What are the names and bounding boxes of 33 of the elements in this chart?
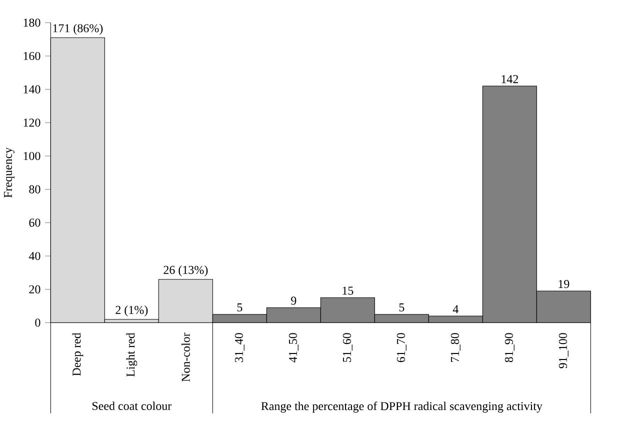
text: Range the percentage of DPPH radical scavenging activity (261, 402, 542, 413)
y-tick-label: 140 (24, 85, 40, 94)
data-label: 15 (342, 286, 354, 295)
y-tick-label: 20 (29, 285, 40, 294)
x-tick-label: Light red (126, 332, 138, 377)
data-label: 26 (13%) (164, 266, 208, 277)
data-label: 171 (86%) (53, 24, 103, 35)
data-label: 142 (502, 75, 518, 84)
x-tick-label: Non-color (181, 332, 190, 382)
x-tick-label: 31_40 (234, 333, 244, 362)
y-tick-label: 0 (35, 318, 40, 327)
x-tick-label: 91_100 (558, 333, 568, 368)
y-tick-label: 160 (24, 52, 40, 60)
data-label: 5 (237, 304, 242, 312)
x-tick-label: 61_70 (396, 333, 406, 362)
x-tick-label: 51_60 (342, 333, 352, 362)
x-tick-label: Deep red (72, 332, 84, 376)
data-label: 2 (1%) (116, 306, 148, 317)
y-axis-title: Frequency (4, 148, 14, 198)
y-tick-label: 60 (29, 218, 40, 227)
y-tick-label: 180 (24, 18, 40, 27)
y-tick-label: 40 (28, 252, 40, 260)
data-label: 9 (291, 296, 296, 305)
data-label: 4 (452, 305, 458, 314)
data-label: 19 (558, 280, 570, 288)
y-tick-label: 100 (24, 152, 40, 160)
data-label: 5 (399, 304, 404, 312)
x-tick-label: 81_90 (504, 333, 514, 362)
text: Seed coat colour (92, 402, 172, 410)
y-tick-label: 120 (24, 118, 40, 127)
x-tick-label: 71_80 (450, 333, 460, 362)
y-tick-label: 80 (29, 185, 40, 194)
x-tick-label: 41_50 (288, 333, 298, 363)
